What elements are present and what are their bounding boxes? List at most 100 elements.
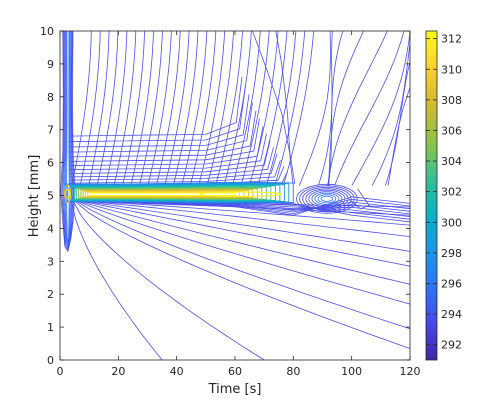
contour-line (317, 194, 337, 204)
contour-line (68, 118, 260, 162)
contour-line (305, 188, 349, 210)
x-tick-label: 80 (286, 365, 300, 378)
hot-layer-contour (74, 185, 272, 201)
contour-line (371, 40, 410, 186)
contour-line (88, 31, 110, 186)
hot-layer-contour (65, 181, 294, 204)
contour-line (60, 31, 76, 253)
y-tick-label: 0 (47, 354, 54, 367)
hot-layer-contour (83, 189, 249, 198)
contour-line (74, 201, 410, 349)
contour-line (68, 85, 246, 143)
contour-line (265, 31, 297, 186)
colorbar (425, 30, 438, 361)
y-tick-label: 10 (40, 25, 54, 38)
contour-line (68, 94, 250, 148)
contour-line (80, 201, 410, 285)
contour-line (122, 31, 146, 186)
hot-layer-contour (72, 185, 276, 202)
contour-line (308, 189, 346, 208)
y-tick-label: 9 (47, 58, 54, 71)
contour-line (299, 185, 355, 213)
contour-line (351, 31, 410, 186)
contour-line (73, 201, 265, 360)
contour-line (189, 31, 217, 186)
contour-line (274, 31, 306, 186)
y-axis: 0 1 2 3 4 5 6 7 8 9 10 (40, 25, 410, 367)
colorbar-tick-label: 296 (441, 277, 462, 290)
contour-line (314, 192, 340, 205)
hot-layer-contour (68, 183, 285, 203)
y-tick-label: 6 (47, 157, 54, 170)
contour-line (68, 76, 243, 137)
contour-line (206, 31, 234, 186)
contour-line (387, 86, 410, 186)
contour-line (65, 31, 70, 242)
contour-line (68, 153, 278, 181)
contour-line (215, 31, 243, 186)
contour-line (68, 133, 267, 171)
x-axis: 0 20 40 60 80 100 120 (57, 31, 421, 378)
contour-line (348, 188, 370, 210)
hot-layer (64, 181, 294, 204)
contour-line (282, 31, 315, 186)
colorbar-tick-label: 294 (441, 308, 462, 321)
contour-line (83, 201, 410, 252)
contour-line (113, 31, 137, 186)
contour-line (298, 31, 331, 186)
contour-line (85, 201, 410, 237)
contour-line (68, 110, 257, 158)
contour-line (78, 201, 410, 305)
x-tick-label: 40 (170, 365, 184, 378)
contour-line (82, 201, 410, 267)
contour-line (240, 31, 270, 186)
x-tick-label: 0 (57, 365, 64, 378)
contour-line (248, 31, 279, 186)
contour-line (105, 31, 128, 186)
contour-line (181, 31, 208, 186)
contour-line (328, 31, 344, 186)
y-tick-label: 4 (47, 222, 54, 235)
x-tick-label: 20 (111, 365, 125, 378)
contour-line (198, 31, 226, 186)
contour-line (138, 31, 163, 186)
x-axis-label: Time [s] (208, 382, 262, 397)
contour-line (130, 31, 154, 186)
contour-line (79, 31, 101, 186)
contour-line (311, 191, 343, 207)
y-tick-label: 7 (47, 124, 54, 137)
hot-layer-contour (81, 189, 254, 199)
contour-line (327, 31, 388, 186)
colorbar-tick-label: 304 (441, 155, 462, 168)
contour-line (296, 183, 358, 214)
y-tick-label: 8 (47, 91, 54, 104)
colorbar-tick-label: 302 (441, 186, 462, 199)
hot-layer-contour (79, 188, 258, 199)
x-tick-label: 100 (341, 365, 362, 378)
contour-lines (60, 31, 410, 360)
contour-line (275, 31, 294, 186)
contour-line (385, 59, 410, 186)
contour-line (68, 102, 253, 153)
contour-line (76, 201, 410, 330)
colorbar-tick-label: 310 (441, 63, 462, 76)
peak-contour (199, 191, 283, 197)
contour-line (61, 31, 75, 251)
y-tick-label: 3 (47, 255, 54, 268)
contour-line (68, 147, 274, 178)
contour-line (232, 31, 261, 186)
contour-line (172, 31, 199, 186)
edge-hot-contour (64, 184, 72, 204)
contour-line (71, 201, 163, 360)
contour-line (334, 31, 405, 186)
contour-line (320, 195, 334, 202)
contour-line (328, 31, 364, 186)
colorbar-tick-label: 300 (441, 216, 462, 229)
contour-line (302, 186, 352, 211)
contour-line (96, 31, 119, 186)
contour-line (87, 201, 410, 226)
x-tick-label: 60 (228, 365, 242, 378)
contour-line (257, 31, 288, 186)
contour-line (68, 126, 264, 167)
